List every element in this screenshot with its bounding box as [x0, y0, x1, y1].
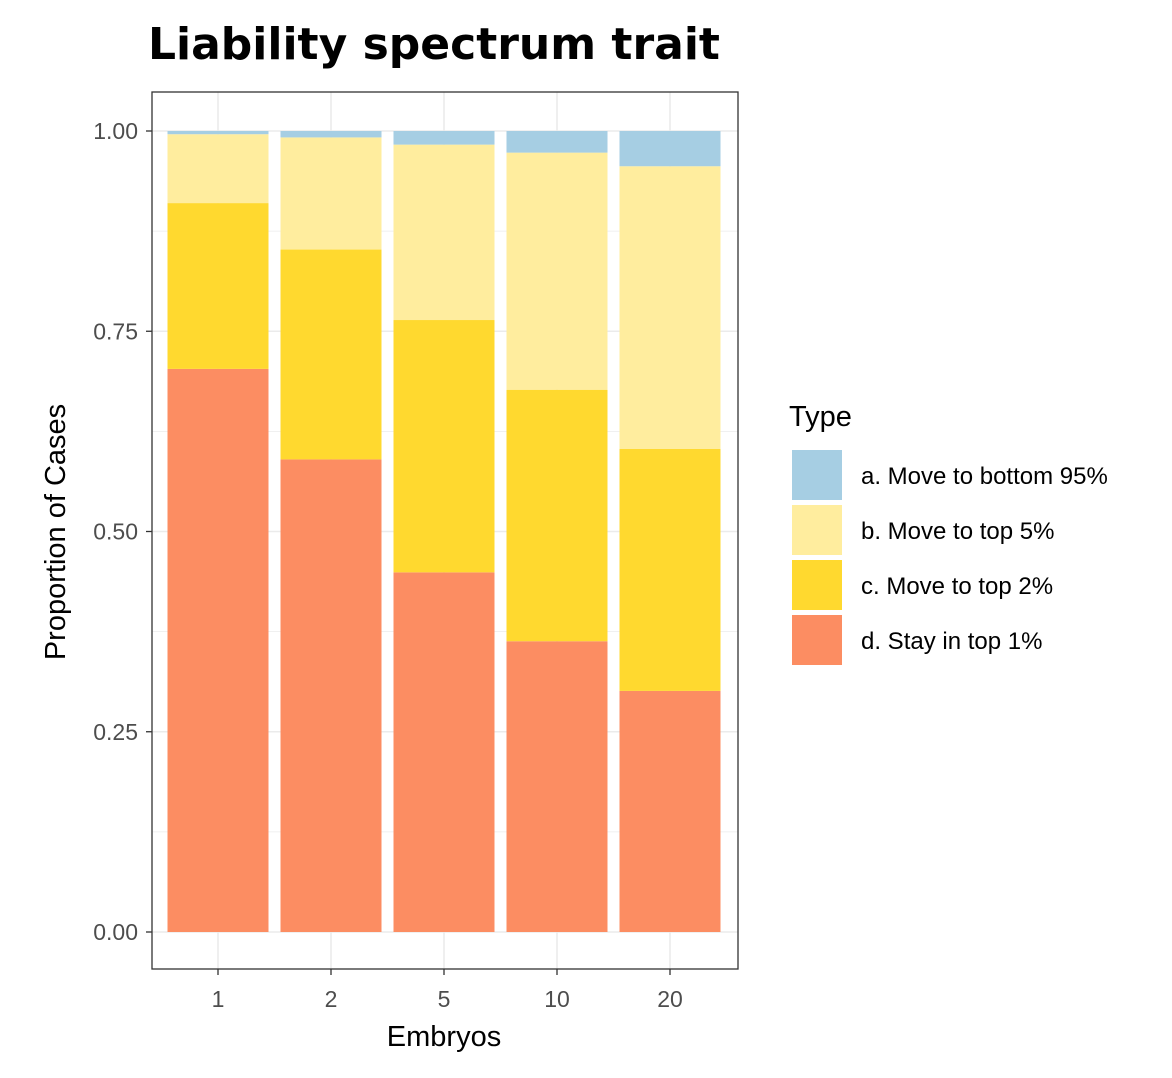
bar-segment — [280, 459, 382, 932]
x-tick-label: 20 — [657, 986, 683, 1012]
bar-segment — [393, 572, 495, 932]
legend-label: a. Move to bottom 95% — [861, 463, 1108, 490]
y-tick-label: 0.50 — [93, 519, 138, 545]
legend-label: c. Move to top 2% — [861, 573, 1053, 600]
bar-segment — [167, 203, 269, 369]
bar-segment — [619, 166, 721, 449]
legend-swatch — [792, 505, 842, 555]
bar-segment — [506, 641, 608, 932]
bar-segment — [506, 389, 608, 642]
legend-label: d. Stay in top 1% — [861, 628, 1042, 655]
legend-swatch — [792, 560, 842, 610]
chart-title: Liability spectrum trait — [148, 19, 720, 70]
y-tick-label: 0.00 — [93, 919, 138, 945]
x-tick-label: 10 — [544, 986, 570, 1012]
bar-segment — [167, 134, 269, 204]
bar-segment — [393, 131, 495, 145]
bar-segment — [393, 144, 495, 321]
y-tick-label: 1.00 — [93, 118, 138, 144]
x-tick-label: 5 — [438, 986, 451, 1012]
panel-border — [151, 91, 739, 970]
bar-segment — [280, 249, 382, 460]
bar-segment — [619, 131, 721, 167]
legend-title: Type — [789, 401, 852, 433]
bar-segment — [619, 690, 721, 932]
bar-segment — [280, 131, 382, 138]
bar-segment — [506, 131, 608, 153]
y-tick-label: 0.25 — [93, 719, 138, 745]
bar-segment — [619, 448, 721, 691]
tick-layer: 0.00 0.25 0.50 0.75 1.00 1 2 5 10 20 — [93, 118, 683, 1012]
legend: a. Move to bottom 95% b. Move to top 5% c.… — [792, 450, 1108, 665]
bar-segment — [167, 131, 269, 135]
bar-segment — [506, 152, 608, 390]
y-axis-label: Proportion of Cases — [40, 404, 72, 660]
x-axis-label: Embryos — [387, 1021, 501, 1053]
legend-label: b. Move to top 5% — [861, 518, 1054, 545]
bar-layer — [167, 131, 721, 933]
bar-segment — [280, 137, 382, 250]
x-tick-label: 2 — [325, 986, 338, 1012]
x-tick-label: 1 — [212, 986, 225, 1012]
bar-segment — [393, 320, 495, 573]
y-tick-label: 0.75 — [93, 318, 138, 344]
legend-swatch — [792, 615, 842, 665]
bar-segment — [167, 368, 269, 933]
legend-swatch — [792, 450, 842, 500]
